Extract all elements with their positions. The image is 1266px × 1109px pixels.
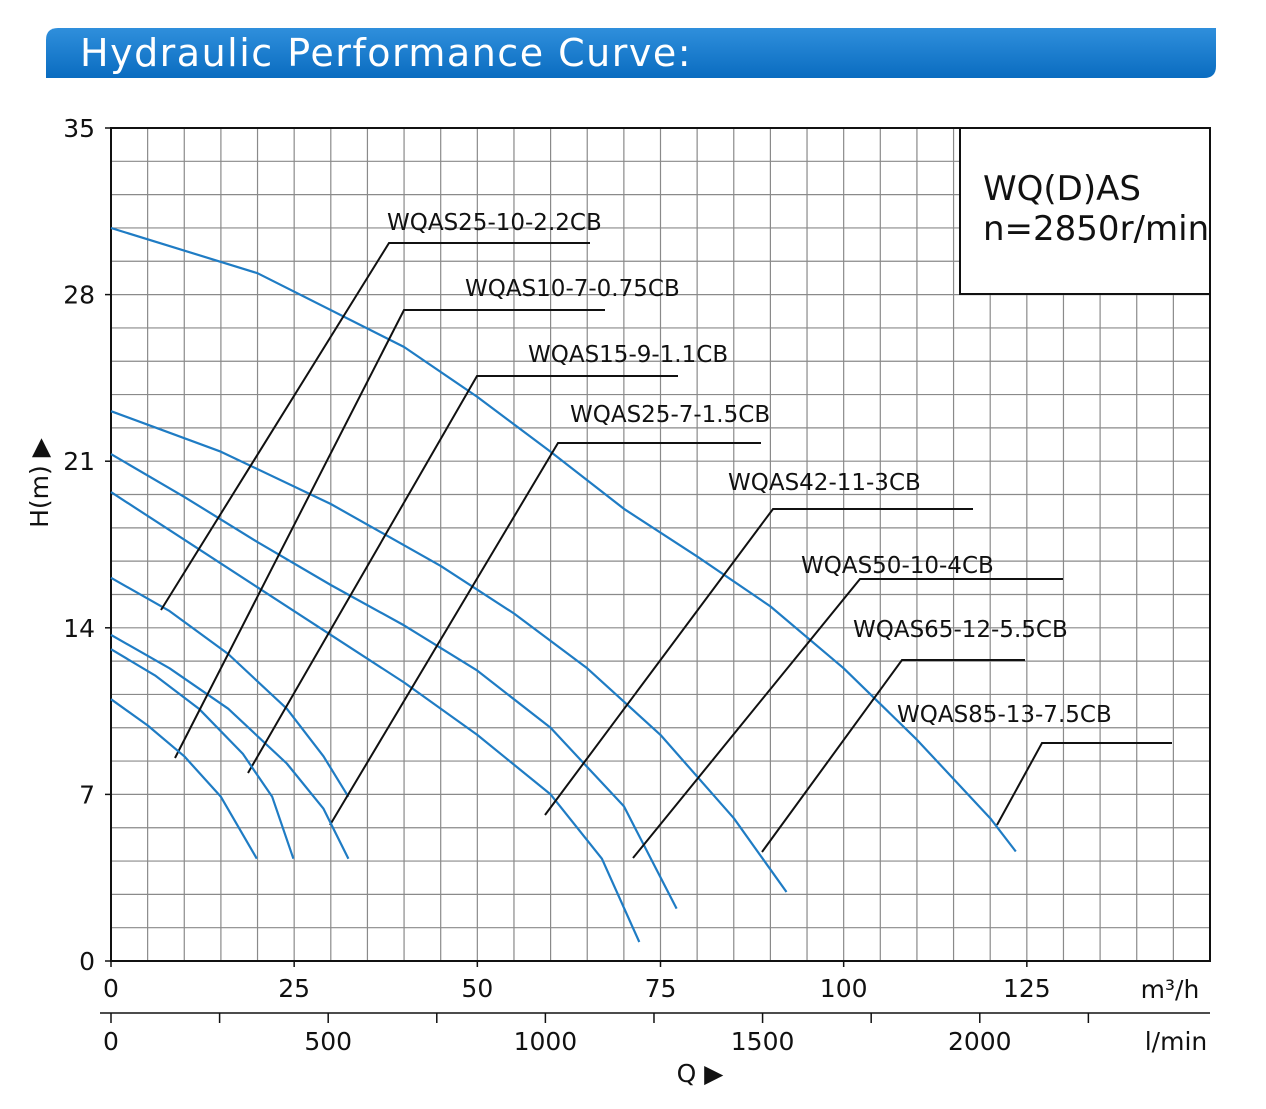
curve xyxy=(110,491,641,943)
curve xyxy=(110,576,350,798)
title-bar xyxy=(46,28,1216,78)
page-title: Hydraulic Performance Curve: xyxy=(80,31,692,75)
x-tick-label: 125 xyxy=(1003,974,1051,1003)
curve xyxy=(110,633,350,860)
series-label: WQAS25-10-2.2CB xyxy=(387,210,602,236)
series-label: WQAS42-11-3CB xyxy=(728,470,921,496)
x-tick-label: 75 xyxy=(645,974,677,1003)
leader-line xyxy=(761,659,1025,853)
series-label: WQAS25-7-1.5CB xyxy=(570,402,770,428)
y-tick-label: 0 xyxy=(79,947,95,976)
x2-unit: l/min xyxy=(1145,1027,1208,1056)
info-line: n=2850r/min xyxy=(983,209,1209,249)
y-tick-label: 28 xyxy=(63,281,95,310)
leader-line xyxy=(160,242,590,611)
leader-line xyxy=(996,742,1172,826)
series-label: WQAS15-9-1.1CB xyxy=(528,342,728,368)
x2-tick-label: 500 xyxy=(304,1027,352,1056)
series-label: WQAS50-10-4CB xyxy=(801,553,994,579)
y-tick-label: 35 xyxy=(63,114,95,143)
series-label: WQAS10-7-0.75CB xyxy=(465,276,680,302)
info-line: WQ(D)AS xyxy=(983,169,1141,209)
leader-line xyxy=(174,309,605,759)
series-label: WQAS85-13-7.5CB xyxy=(897,702,1112,728)
leader-line xyxy=(544,508,973,816)
curve xyxy=(110,648,295,860)
series-label: WQAS65-12-5.5CB xyxy=(853,617,1068,643)
curve xyxy=(110,698,258,860)
x2-tick-label: 2000 xyxy=(948,1027,1012,1056)
curve xyxy=(110,410,788,893)
x-tick-label: 50 xyxy=(461,974,493,1003)
x2-tick-label: 1500 xyxy=(731,1027,795,1056)
leader-line xyxy=(329,442,761,826)
x-tick-label: 25 xyxy=(278,974,310,1003)
leader-line xyxy=(632,578,1063,859)
x-unit: m³/h xyxy=(1141,975,1200,1004)
x2-tick-label: 0 xyxy=(103,1027,119,1056)
y-axis-label: H(m) ▶ xyxy=(25,437,54,528)
leader-line xyxy=(247,375,678,774)
curve xyxy=(110,226,1017,853)
x2-tick-label: 1000 xyxy=(514,1027,578,1056)
y-tick-label: 7 xyxy=(79,780,95,809)
y-tick-label: 14 xyxy=(63,614,95,643)
info-box xyxy=(959,127,1211,295)
curve xyxy=(110,453,678,910)
x-axis-label: Q ▶ xyxy=(677,1059,725,1088)
x-tick-label: 0 xyxy=(103,974,119,1003)
x-tick-label: 100 xyxy=(820,974,868,1003)
y-tick-label: 21 xyxy=(63,447,95,476)
